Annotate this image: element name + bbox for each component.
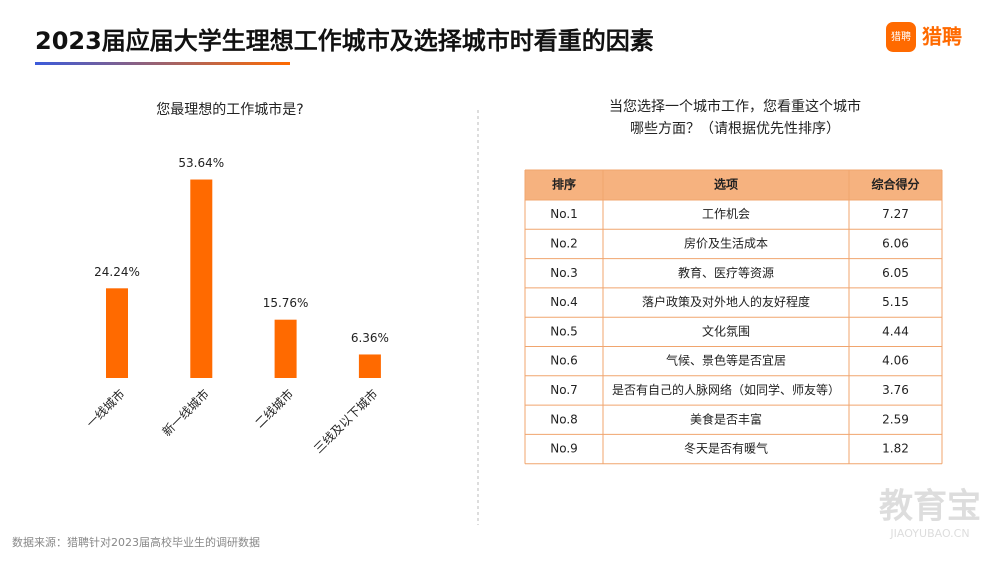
logo-icon <box>886 22 916 52</box>
table-cell: 5.15 <box>882 295 909 309</box>
table-cell: 是否有自己的人脉网络（如同学、师友等） <box>612 382 840 397</box>
table-title: 当您选择一个城市工作，您看重这个城市 <box>609 98 861 115</box>
table-title: 哪些方面？（请根据优先性排序） <box>630 121 840 137</box>
logo-icon-text: 猎聘 <box>891 30 911 43</box>
table-cell: No.8 <box>550 412 578 426</box>
table-cell: 3.76 <box>882 383 909 397</box>
x-tick-label: 一线城市 <box>83 386 128 431</box>
watermark-sub: JIAOYUBAO.CN <box>889 527 969 540</box>
table-cell: No.3 <box>550 266 578 280</box>
bar <box>274 319 297 378</box>
table-cell: 1.82 <box>882 442 909 456</box>
table-cell: 教育、医疗等资源 <box>678 265 774 280</box>
table-cell: 工作机会 <box>702 207 750 221</box>
logo-text: 猎聘 <box>922 25 962 49</box>
title-underline <box>35 62 290 65</box>
table-cell: No.6 <box>550 354 578 368</box>
x-tick-label: 新一线城市 <box>159 386 212 439</box>
value-label: 6.36% <box>351 331 389 345</box>
table-cell: No.7 <box>550 383 578 397</box>
bar <box>106 288 128 378</box>
table-cell: 4.44 <box>882 324 909 338</box>
table-header: 选项 <box>714 177 738 192</box>
bar <box>190 179 213 378</box>
watermark: 教育宝 <box>879 487 981 527</box>
table-cell: 落户政策及对外地人的友好程度 <box>642 294 810 309</box>
table-cell: No.4 <box>550 295 578 309</box>
bar <box>358 354 381 378</box>
slide-title: 2023届应届大学生理想工作城市及选择城市时看重的因素 <box>35 27 654 55</box>
table-cell: 7.27 <box>882 207 909 221</box>
value-label: 53.64% <box>178 156 224 170</box>
table-cell: 房价及生活成本 <box>684 235 768 250</box>
table-cell: No.1 <box>550 207 578 221</box>
chart-title: 您最理想的工作城市是? <box>156 101 303 118</box>
value-label: 15.76% <box>263 296 309 310</box>
table-header: 排序 <box>552 177 576 192</box>
table-cell: No.2 <box>550 236 578 250</box>
x-tick-label: 三线及以下城市 <box>310 386 380 456</box>
table-cell: 6.06 <box>882 236 909 250</box>
table-cell: 冬天是否有暖气 <box>684 441 768 456</box>
table-header: 综合得分 <box>871 177 919 192</box>
value-label: 24.24% <box>94 265 140 279</box>
table-cell: 4.06 <box>882 354 909 368</box>
table-cell: 2.59 <box>882 412 909 426</box>
table-cell: 6.05 <box>882 266 909 280</box>
source: 数据来源：猎聘针对2023届高校毕业生的调研数据 <box>12 535 260 549</box>
table-cell: No.9 <box>550 442 578 456</box>
table-cell: 气候、景色等是否宜居 <box>666 353 786 368</box>
table-cell: No.5 <box>550 324 578 338</box>
table-cell: 文化氛围 <box>702 323 750 338</box>
table-cell: 美食是否丰富 <box>690 411 762 426</box>
table-header-bg <box>525 170 942 200</box>
x-tick-label: 二线城市 <box>252 386 297 431</box>
